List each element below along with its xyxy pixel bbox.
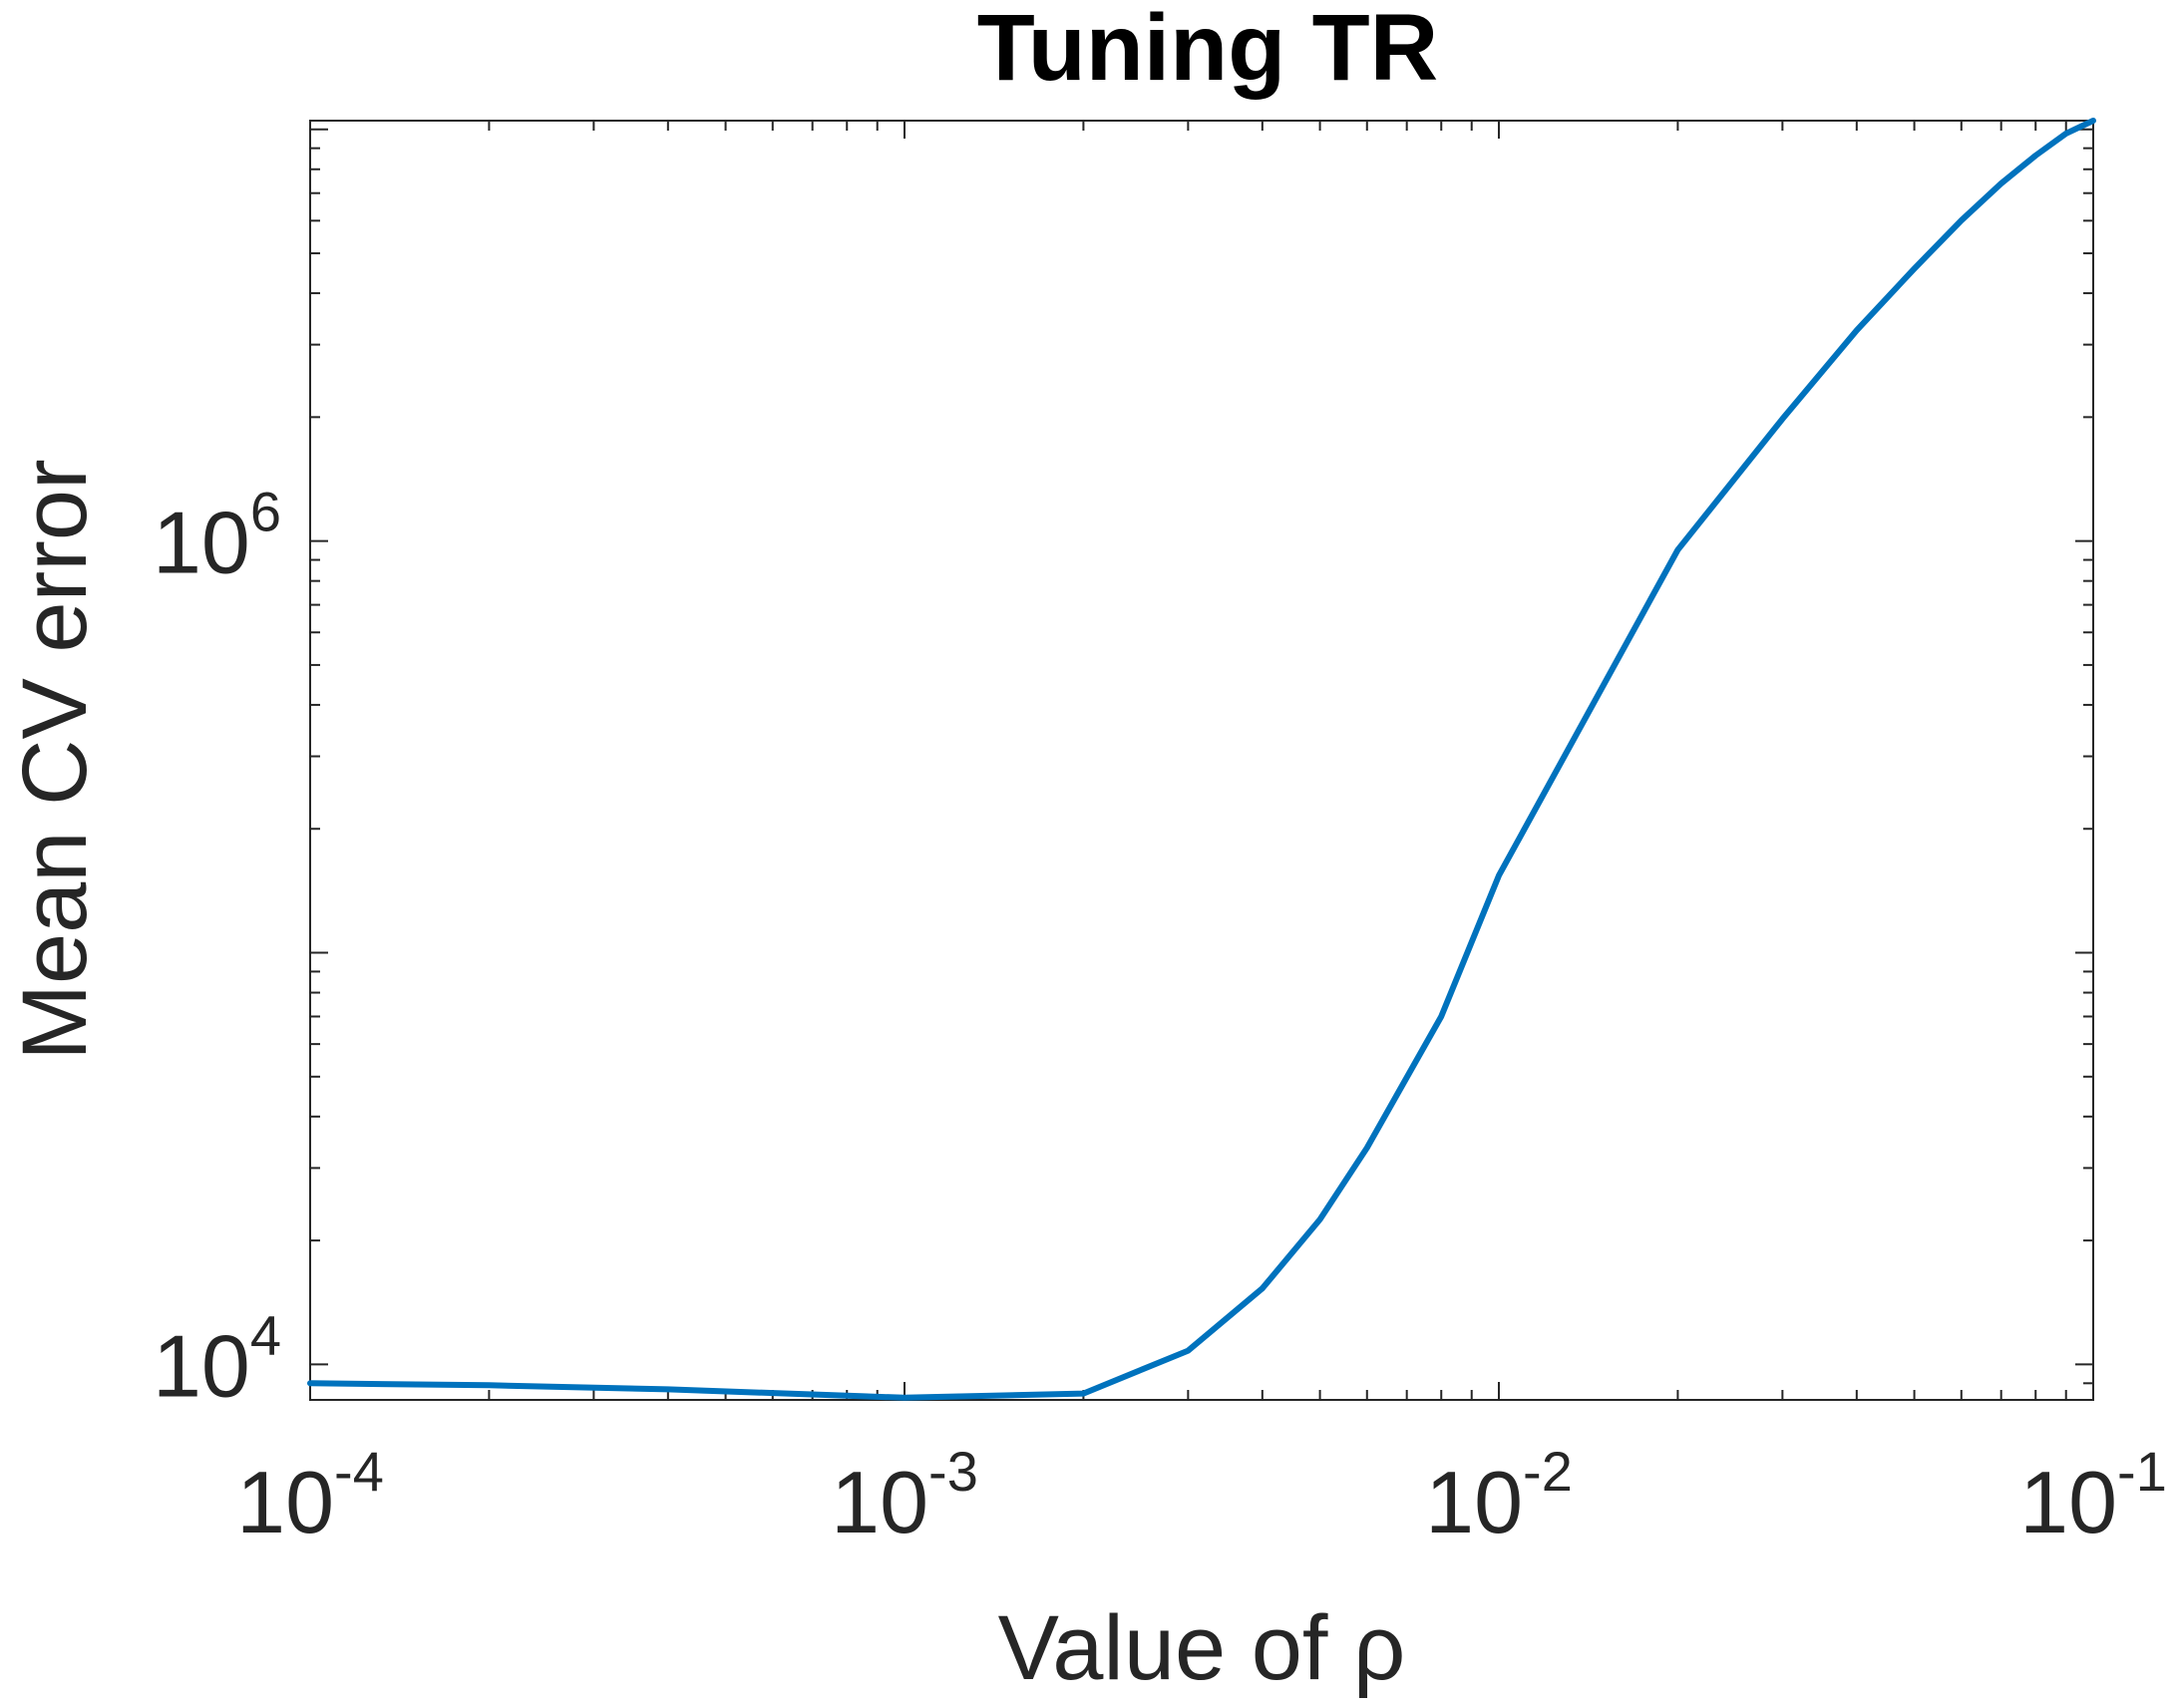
plot-frame bbox=[309, 120, 2094, 1401]
y-tick-labels: 104 106 bbox=[153, 481, 281, 1416]
x-tick-label: 10-4 bbox=[236, 1440, 384, 1551]
chart-title: Tuning TR bbox=[977, 0, 1439, 101]
x-tick-labels: 10-4 10-3 10-2 10-1 bbox=[236, 1440, 2167, 1551]
x-tick-label: 10-1 bbox=[2019, 1440, 2167, 1551]
minor-ticks bbox=[310, 121, 2093, 1400]
x-tick-label: 10-2 bbox=[1425, 1440, 1573, 1551]
series-line bbox=[307, 118, 2096, 1401]
y-axis-label: Mean CV error bbox=[4, 459, 106, 1060]
x-axis-label: Value of ρ bbox=[998, 1597, 1406, 1699]
major-ticks bbox=[309, 121, 2094, 1400]
y-tick-label: 106 bbox=[153, 481, 281, 592]
x-tick-label: 10-3 bbox=[831, 1440, 978, 1551]
y-tick-label: 104 bbox=[153, 1303, 281, 1415]
